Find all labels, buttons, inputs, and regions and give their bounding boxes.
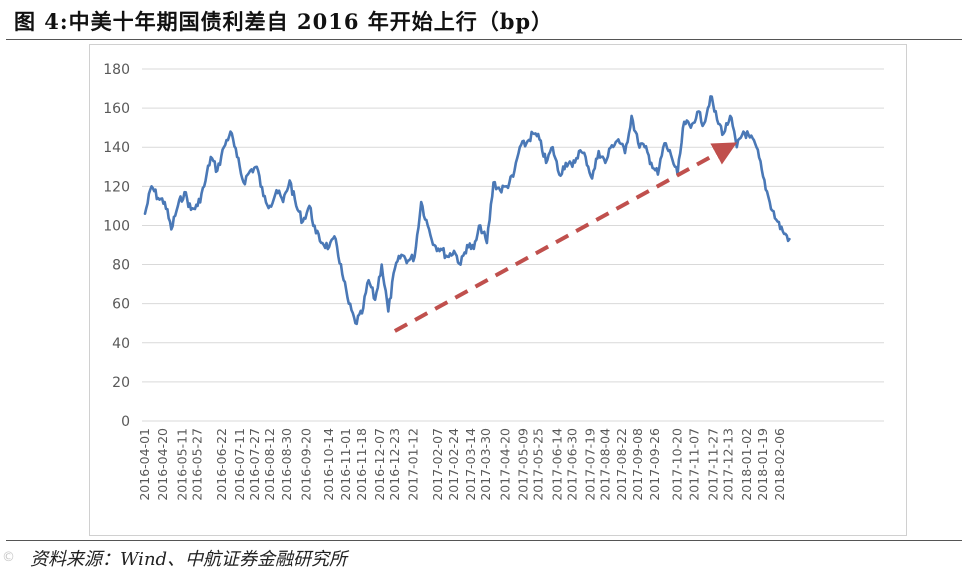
x-tick-label: 2017-02-24	[446, 428, 461, 501]
y-tick-label: 80	[112, 258, 130, 274]
source-divider	[6, 540, 962, 541]
x-tick-label: 2018-01-02	[739, 428, 754, 501]
x-tick-label: 2016-04-20	[155, 428, 170, 501]
watermark: ©	[2, 550, 15, 565]
x-tick-label: 2017-06-14	[549, 428, 564, 501]
x-tick-label: 2016-08-30	[279, 428, 294, 501]
x-tick-label: 2017-06-30	[564, 428, 579, 501]
y-tick-label: 160	[103, 101, 130, 117]
gridlines	[142, 68, 884, 422]
annotation-layer	[393, 142, 738, 333]
y-tick-label: 20	[112, 375, 130, 391]
y-axis-ticks: 0 20 40 60 80 100 120 140 160 180	[103, 62, 130, 430]
x-tick-label: 2017-02-07	[430, 428, 445, 501]
x-tick-label: 2016-06-22	[214, 428, 229, 501]
x-tick-label: 2016-12-23	[387, 428, 402, 501]
source-note: 资料来源：Wind、中航证券金融研究所	[30, 549, 348, 570]
y-tick-label: 40	[112, 336, 130, 352]
x-tick-label: 2017-04-20	[498, 428, 513, 501]
x-tick-label: 2017-09-26	[647, 428, 662, 501]
x-tick-label: 2017-07-19	[582, 428, 597, 501]
x-tick-label: 2016-12-07	[372, 428, 387, 501]
y-tick-label: 180	[103, 62, 130, 78]
x-tick-label: 2017-10-20	[670, 428, 685, 501]
x-tick-label: 2017-08-04	[597, 428, 612, 501]
series-line-0	[143, 95, 791, 326]
y-tick-label: 140	[103, 140, 130, 156]
x-tick-label: 2016-04-01	[137, 428, 152, 501]
x-tick-label: 2017-03-30	[478, 428, 493, 501]
x-tick-label: 2017-11-27	[705, 428, 720, 501]
y-tick-label: 60	[112, 297, 130, 313]
x-tick-label: 2017-01-12	[406, 428, 421, 501]
x-tick-label: 2016-05-27	[190, 428, 205, 501]
x-tick-label: 2016-07-11	[232, 428, 247, 501]
x-tick-label: 2017-12-13	[720, 428, 735, 501]
x-tick-label: 2016-05-11	[175, 428, 190, 501]
x-tick-label: 2016-09-20	[299, 428, 314, 501]
x-tick-label: 2017-05-09	[516, 428, 531, 501]
trend-arrow	[393, 142, 738, 333]
chart-frame	[89, 44, 907, 536]
title-divider	[6, 39, 962, 40]
figure-title: 图 4:中美十年期国债利差自 2016 年开始上行（bp）	[14, 9, 554, 34]
y-tick-label: 120	[103, 179, 130, 195]
x-tick-label: 2017-11-07	[687, 428, 702, 501]
x-tick-label: 2018-02-06	[772, 428, 787, 501]
x-tick-label: 2017-09-08	[630, 428, 645, 501]
x-tick-label: 2017-08-22	[614, 428, 629, 501]
x-tick-label: 2016-11-18	[354, 428, 369, 501]
y-tick-label: 100	[103, 218, 130, 234]
x-axis-ticks: 2016-04-01 2016-04-20 2016-05-11 2016-05-27…	[137, 428, 787, 501]
x-tick-label: 2016-08-12	[262, 428, 277, 501]
y-tick-label: 0	[121, 414, 130, 430]
x-tick-label: 2016-10-14	[321, 428, 336, 501]
series-layer	[143, 95, 791, 326]
x-tick-label: 2018-01-19	[755, 428, 770, 501]
x-tick-label: 2017-05-25	[531, 428, 546, 501]
x-tick-label: 2016-07-27	[247, 428, 262, 501]
x-tick-label: 2016-11-01	[338, 428, 353, 501]
x-tick-label: 2017-03-14	[463, 428, 478, 501]
